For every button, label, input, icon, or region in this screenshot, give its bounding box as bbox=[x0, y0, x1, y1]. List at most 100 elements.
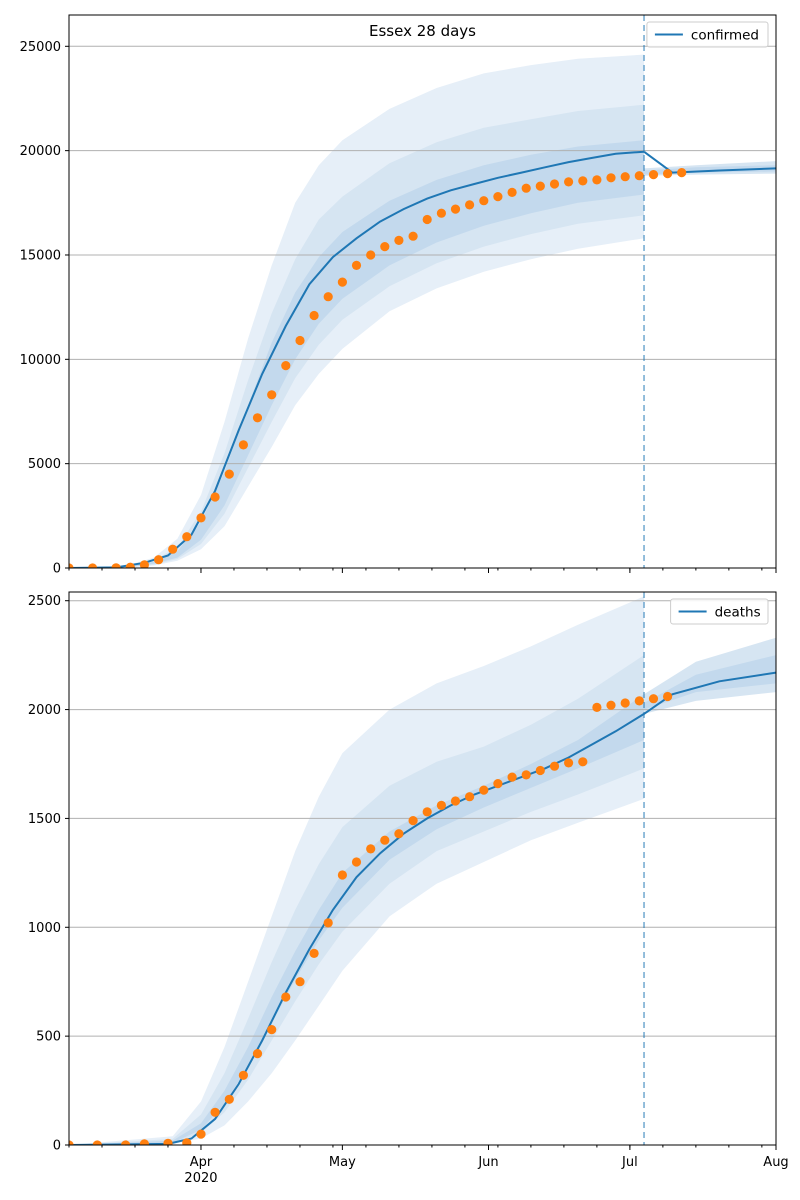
forecast-line bbox=[643, 671, 776, 715]
observed-point bbox=[163, 1138, 173, 1145]
observed-point bbox=[408, 231, 418, 241]
observed-point bbox=[663, 691, 673, 702]
observed-point bbox=[620, 172, 630, 182]
observed-point bbox=[436, 800, 446, 811]
y-tick-label: 20000 bbox=[20, 144, 61, 159]
y-tick-label: 15000 bbox=[20, 248, 61, 263]
observed-point bbox=[182, 1138, 192, 1145]
observed-point bbox=[677, 168, 687, 178]
observed-point bbox=[154, 555, 164, 565]
axes-frame bbox=[68, 14, 777, 569]
observed-point bbox=[380, 835, 390, 845]
observed-point bbox=[394, 235, 404, 245]
x-tick-label: Jul bbox=[621, 1155, 638, 1170]
legend-label: deaths bbox=[715, 604, 761, 620]
forecast-band-1 bbox=[644, 655, 776, 710]
observed-point bbox=[422, 807, 432, 817]
y-tick-label: 1500 bbox=[28, 812, 61, 827]
observed-point bbox=[450, 204, 461, 214]
observed-point bbox=[139, 560, 149, 568]
x-tick-label: Apr bbox=[190, 1155, 213, 1170]
observed-point bbox=[465, 200, 475, 210]
y-tick-label: 2000 bbox=[28, 703, 61, 718]
observed-point bbox=[182, 532, 192, 542]
observed-point bbox=[648, 694, 659, 704]
observed-point bbox=[634, 171, 644, 181]
uncertainty-band-2 bbox=[69, 694, 644, 1145]
observed-point bbox=[493, 192, 503, 202]
observed-point bbox=[549, 179, 560, 189]
observed-point bbox=[606, 173, 616, 183]
observed-point bbox=[210, 1107, 220, 1117]
legend: confirmed bbox=[646, 21, 769, 48]
observed-point bbox=[281, 361, 291, 371]
observed-point bbox=[252, 413, 263, 423]
observed-point bbox=[408, 816, 418, 826]
observed-point bbox=[196, 513, 206, 523]
observed-point bbox=[309, 948, 319, 959]
observed-point bbox=[69, 1140, 74, 1145]
observed-point bbox=[69, 563, 74, 568]
observed-point bbox=[592, 702, 602, 713]
uncertainty-band-1 bbox=[69, 655, 644, 1145]
observed-point bbox=[493, 779, 503, 789]
observed-point bbox=[394, 829, 404, 839]
observed-point bbox=[295, 977, 305, 987]
observed-point bbox=[196, 1129, 206, 1139]
observed-point bbox=[238, 440, 248, 450]
x-tick-sublabel: 2020 bbox=[184, 1171, 217, 1186]
observed-point bbox=[592, 175, 602, 185]
observed-point bbox=[578, 176, 588, 186]
observed-point bbox=[224, 1094, 234, 1104]
y-tick-label: 0 bbox=[53, 562, 61, 577]
observed-point bbox=[507, 187, 517, 197]
observed-point bbox=[549, 761, 560, 771]
observed-point bbox=[111, 563, 121, 568]
observed-point bbox=[366, 844, 376, 854]
observed-point bbox=[366, 250, 376, 260]
observed-point bbox=[92, 1140, 102, 1145]
observed-point bbox=[238, 1070, 248, 1080]
observed-point bbox=[422, 214, 432, 225]
observed-point bbox=[351, 260, 362, 270]
observed-point bbox=[450, 796, 461, 806]
y-tick-label: 10000 bbox=[20, 353, 61, 368]
legend-box bbox=[646, 21, 769, 48]
observed-point bbox=[252, 1049, 263, 1059]
y-tick-label: 500 bbox=[36, 1030, 61, 1045]
x-tick-label: Jun bbox=[477, 1155, 498, 1170]
x-tick-label: Aug bbox=[763, 1155, 788, 1170]
y-tick-label: 25000 bbox=[20, 40, 61, 55]
observed-point bbox=[139, 1139, 149, 1145]
forecast-line bbox=[643, 150, 776, 174]
y-tick-label: 1000 bbox=[28, 921, 61, 936]
observed-point bbox=[479, 196, 489, 206]
chart-panel-0: 0 5000 10000 15000 20000 25000 Essex 28 days co… bbox=[20, 14, 777, 577]
observed-points bbox=[69, 691, 673, 1145]
y-tick-label: 2500 bbox=[28, 594, 61, 609]
y-tick-label: 0 bbox=[53, 1139, 61, 1154]
observed-point bbox=[648, 170, 659, 180]
legend-label: confirmed bbox=[691, 27, 759, 43]
observed-point bbox=[380, 242, 390, 252]
observed-point bbox=[507, 772, 517, 782]
legend: deaths bbox=[670, 598, 769, 625]
observed-point bbox=[564, 177, 574, 187]
legend-box bbox=[670, 598, 769, 625]
observed-point bbox=[323, 292, 333, 302]
observed-point bbox=[125, 562, 135, 568]
observed-point bbox=[267, 390, 277, 400]
observed-point bbox=[620, 698, 630, 708]
observed-point bbox=[267, 1025, 277, 1035]
observed-point bbox=[168, 544, 178, 554]
observed-point bbox=[465, 792, 475, 802]
observed-point bbox=[578, 757, 588, 767]
observed-point bbox=[337, 277, 347, 287]
observed-point bbox=[479, 785, 489, 795]
observed-point bbox=[535, 181, 545, 191]
observed-point bbox=[564, 758, 574, 768]
observed-point bbox=[521, 183, 531, 193]
observed-point bbox=[309, 310, 319, 321]
observed-point bbox=[295, 335, 305, 346]
